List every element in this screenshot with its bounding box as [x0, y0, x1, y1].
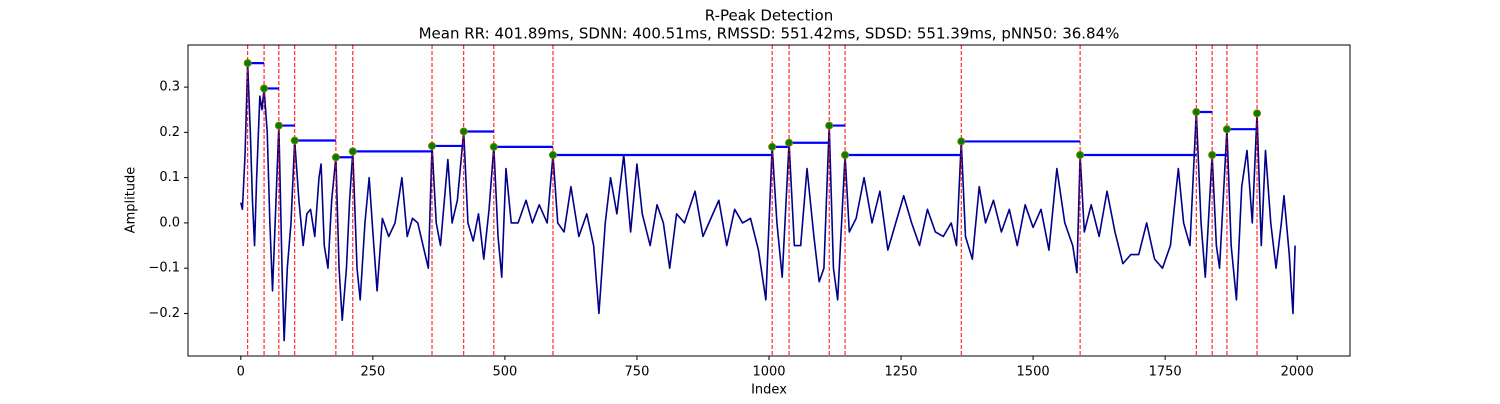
peak-point [489, 142, 498, 151]
peak-point [825, 121, 834, 130]
peak-point [348, 147, 357, 156]
x-tick-label: 1500 [1017, 365, 1050, 380]
y-tick-label: 0.0 [159, 215, 180, 230]
peak-point [428, 141, 437, 150]
x-tick-label: 1000 [752, 365, 785, 380]
plot-frame [187, 44, 1351, 357]
chart-title: R-Peak Detection [705, 7, 833, 25]
peak-point [1253, 109, 1262, 118]
peak-point [841, 151, 850, 160]
peak-point [1208, 151, 1217, 160]
x-tick-label: 2000 [1281, 365, 1314, 380]
peak-point [459, 127, 468, 136]
peak-point [548, 151, 557, 160]
x-tick-label: 750 [625, 365, 650, 380]
peak-point [785, 138, 794, 147]
peak-point [768, 142, 777, 151]
x-tick-label: 0 [237, 365, 245, 380]
peak-point [290, 136, 299, 145]
peak-point [957, 137, 966, 146]
x-tick-label: 1750 [1149, 365, 1182, 380]
peak-point [331, 153, 340, 162]
x-tick-label: 250 [360, 365, 385, 380]
x-tick-label: 1250 [884, 365, 917, 380]
x-axis-label: Index [751, 383, 787, 398]
y-tick-label: 0.1 [159, 170, 180, 185]
signal-line [240, 62, 1296, 342]
peak-point [1222, 125, 1231, 134]
peak-point [260, 84, 269, 93]
peak-point [1192, 107, 1201, 116]
y-tick-label: 0.2 [159, 125, 180, 140]
peak-point [274, 121, 283, 130]
x-tick-label: 500 [492, 365, 517, 380]
y-tick-label: −0.1 [148, 261, 180, 276]
y-axis-label: Amplitude [124, 167, 139, 234]
chart-subtitle: Mean RR: 401.89ms, SDNN: 400.51ms, RMSSD… [419, 25, 1120, 43]
y-tick-label: 0.3 [159, 80, 180, 95]
peak-point [243, 59, 252, 68]
y-tick-label: −0.2 [148, 306, 180, 321]
peak-point [1076, 151, 1085, 160]
